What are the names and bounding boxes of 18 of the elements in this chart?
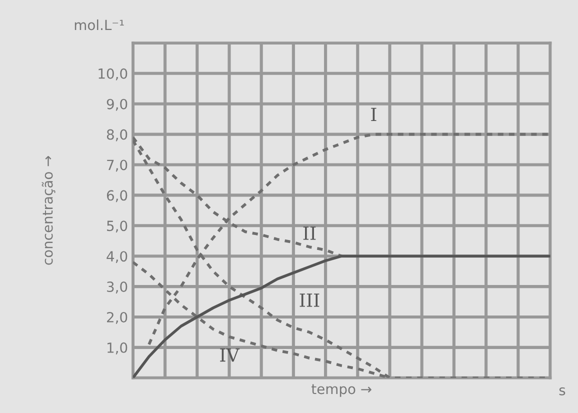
x-axis-title: tempo → [312,384,372,397]
y-tick-label: 4,0 [106,251,128,263]
series-label: III [300,294,320,307]
y-axis-title: concentração → [42,156,56,265]
text: s [559,387,566,396]
series-label: IV [220,348,240,362]
y-tick-label: 3,0 [107,282,128,294]
y-tick-label: 1,0 [108,342,128,354]
y-tick-label: 6,0 [106,190,128,202]
y-tick-label: 10,0 [98,68,128,80]
y-tick-label: 9,0 [106,98,128,111]
series-label: II [303,226,316,240]
text: mol.L⁻¹ [74,19,124,30]
y-tick-label: 7,0 [107,160,128,172]
y-tick-label: 5,0 [107,220,128,233]
series-label: I [371,108,376,122]
y-tick-label: 2,0 [107,312,128,324]
y-tick-label: 8,0 [106,129,128,142]
